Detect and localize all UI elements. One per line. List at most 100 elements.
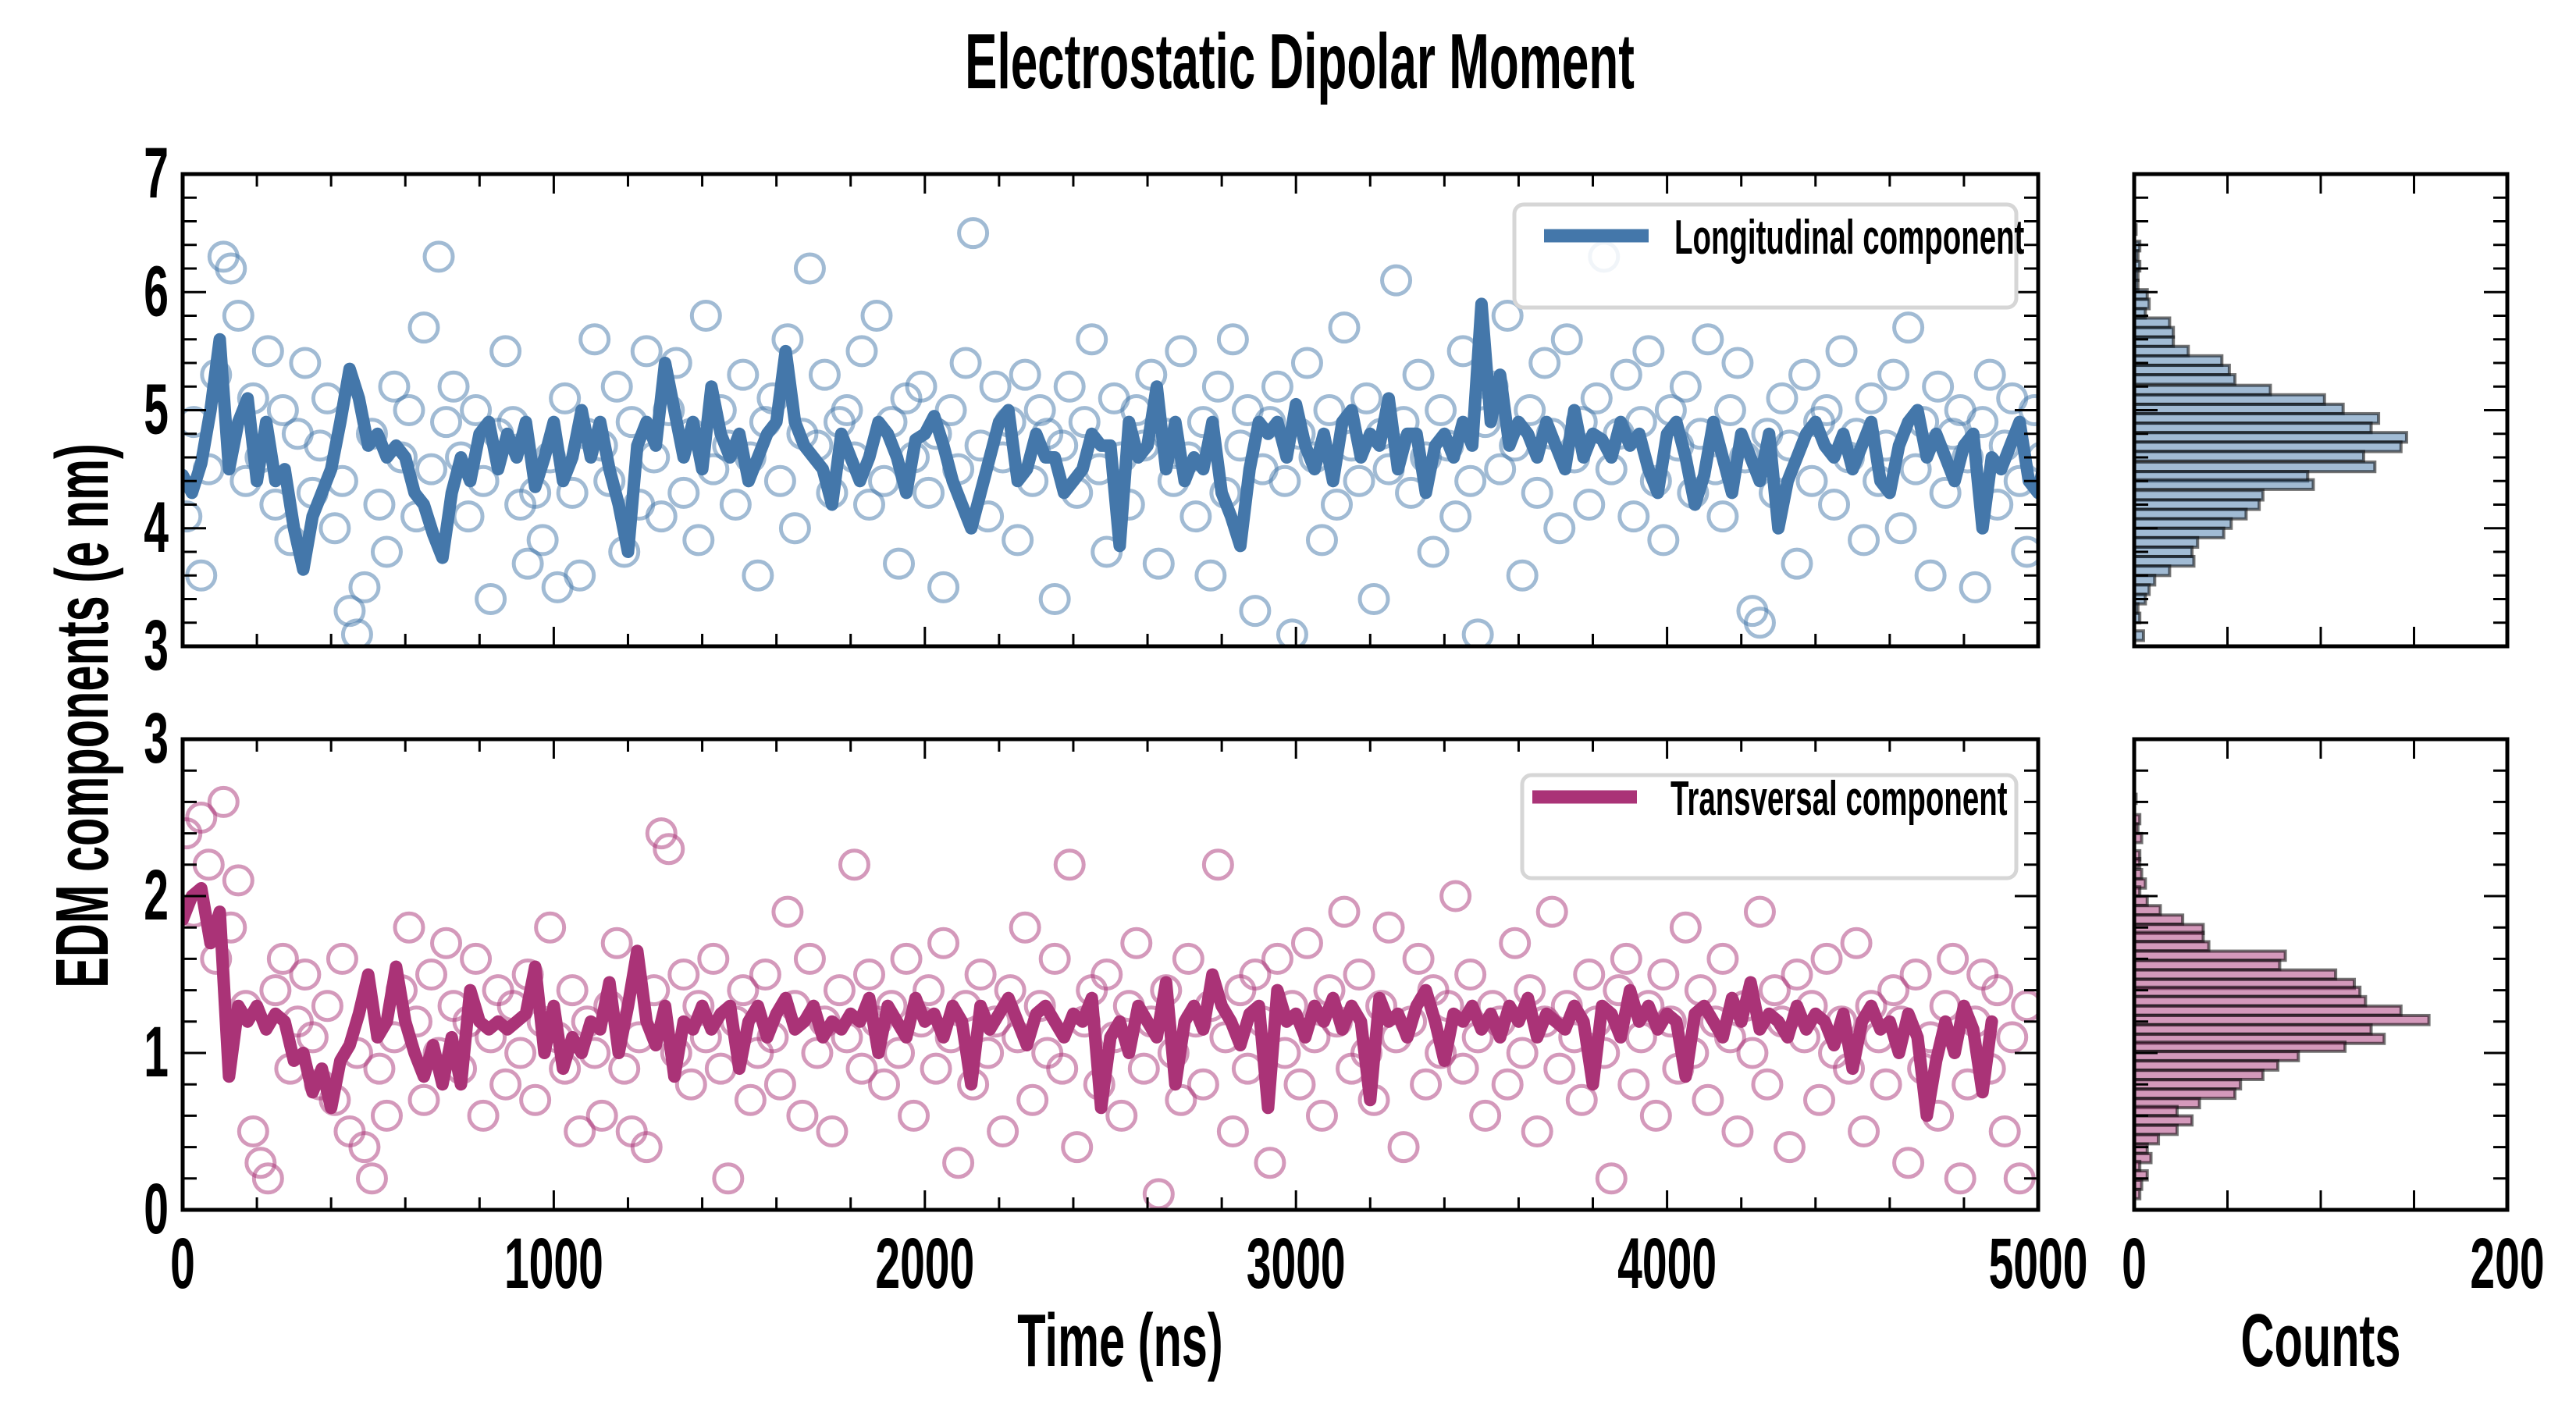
histogram-bar [2133, 1087, 2237, 1101]
histogram-bar [2133, 913, 2185, 926]
scatter-point [564, 559, 596, 592]
scatter-point [348, 571, 381, 603]
scatter-point [1194, 559, 1227, 592]
scatter-point [682, 524, 715, 557]
y-tick-label: 0 [144, 1169, 169, 1249]
scatter-point [348, 1131, 381, 1164]
scatter-point [422, 240, 455, 273]
y-tick-label: 4 [144, 488, 169, 567]
scatter-point [1016, 1083, 1049, 1116]
scatter-point [979, 370, 1012, 403]
scatter-point [1996, 1021, 2029, 1054]
histogram-bar [2133, 1050, 2300, 1062]
scatter-point [883, 1037, 916, 1069]
bottom-timeseries-panel: 0 1 2 3 0 1000 2000 3000 4000 5000 [144, 699, 2087, 1304]
x-tick-label: 1000 [504, 1224, 603, 1304]
x-tick-label: 5000 [1989, 1224, 2088, 1304]
histogram-bar [2133, 949, 2287, 962]
scatter-point [1239, 595, 1272, 628]
legend-transversal: Transversal component [1520, 771, 2019, 880]
scatter-point [363, 489, 396, 521]
scatter-point [1165, 335, 1197, 368]
top-histogram-panel [2132, 172, 2510, 649]
scatter-point [1046, 429, 1079, 462]
scatter-point [1706, 500, 1739, 533]
scatter-point [1922, 370, 1955, 403]
scatter-point [1491, 1068, 1524, 1101]
scatter-point [1120, 927, 1153, 959]
scatter-point [1758, 974, 1791, 1007]
scatter-point [1543, 1052, 1576, 1085]
scatter-point [1276, 618, 1308, 646]
scatter-point [1387, 1131, 1420, 1164]
scatter-point [318, 512, 351, 545]
scatter-point [845, 1052, 878, 1085]
scatter-point [667, 476, 700, 509]
scatter-point [1514, 394, 1546, 426]
hist-x-axis-label: Counts [2241, 1298, 2401, 1382]
scatter-point [1469, 1099, 1502, 1132]
scatter-point [1788, 358, 1820, 391]
scatter-point [1009, 911, 1041, 944]
scatter-point [1350, 382, 1383, 414]
series-line [183, 297, 2038, 576]
scatter-point [838, 848, 870, 881]
scatter-point [1216, 1115, 1249, 1147]
scatter-point [519, 1083, 552, 1116]
scatter-point [1803, 1083, 1836, 1116]
scatter-point [311, 990, 343, 1023]
histogram-bar [2133, 959, 2282, 972]
histogram-bar [2133, 1069, 2265, 1081]
scatter-point [1825, 335, 1858, 368]
scatter-point [556, 974, 589, 1007]
scatter-point [1944, 1162, 1976, 1195]
scatter-point [1818, 489, 1851, 521]
scatter-point [630, 1131, 663, 1164]
scatter-point [1736, 1037, 1769, 1069]
scatter-point [801, 1037, 834, 1069]
scatter-point [289, 347, 322, 379]
x-tick-label: 4000 [1617, 1224, 1717, 1304]
scatter-point [1610, 358, 1642, 391]
scatter-point [749, 959, 781, 991]
scatter-point [1179, 500, 1212, 533]
scatter-point [913, 974, 945, 1007]
scatter-point [927, 571, 960, 603]
scatter-point [1261, 370, 1293, 403]
scatter-point [1535, 895, 1568, 928]
scatter-point [689, 300, 722, 332]
scatter-point [296, 1021, 329, 1054]
histogram-bar [2133, 1123, 2179, 1136]
scatter-point [630, 335, 663, 368]
histogram-bar [2133, 985, 2362, 998]
scatter-point [1499, 927, 1532, 959]
scatter-point [1068, 406, 1101, 439]
scatter-point [964, 959, 997, 991]
scatter-point [585, 1099, 618, 1132]
scatter-point [185, 802, 218, 834]
scatter-point [1290, 927, 1323, 959]
histogram-bar [2133, 1142, 2149, 1155]
scatter-point [1439, 880, 1472, 912]
bottom-histogram-panel: 0 200 [2122, 737, 2545, 1304]
scatter-point [1254, 1147, 1286, 1179]
scatter-point [1305, 524, 1338, 557]
scatter-point [727, 974, 760, 1007]
histogram-bar [2133, 450, 2365, 463]
y-tick-label: 1 [144, 1012, 169, 1092]
scatter-point [653, 833, 685, 866]
scatter-point [1966, 406, 1999, 439]
scatter-point [742, 559, 774, 592]
scatter-point [489, 1068, 522, 1101]
scatter-point [266, 394, 299, 426]
scatter-point [1305, 1099, 1338, 1132]
scatter-point [697, 942, 730, 975]
histogram-bar [2133, 994, 2368, 1008]
scatter-point [1446, 1052, 1479, 1085]
scatter-point [1721, 347, 1754, 379]
scatter-point [437, 370, 470, 403]
histogram-bar [2133, 968, 2338, 981]
scatter-point [1899, 959, 1932, 991]
scatter-point [1372, 911, 1405, 944]
scatter-point [1981, 974, 2014, 1007]
